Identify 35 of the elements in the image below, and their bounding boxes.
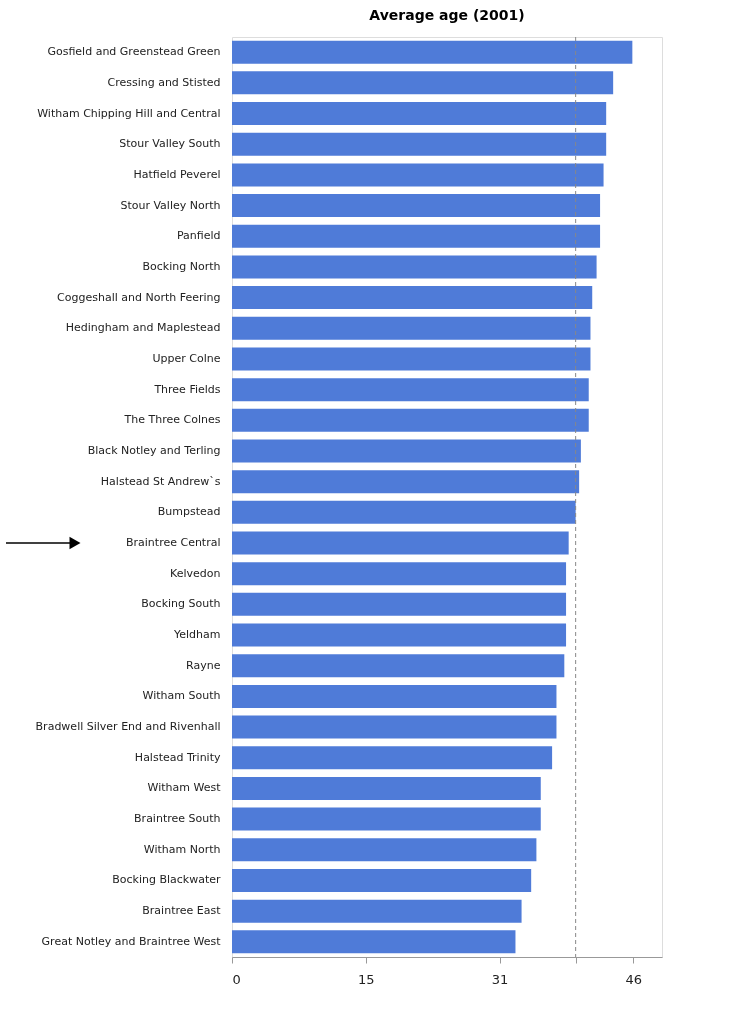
y-tick-label: Rayne [186,658,221,672]
y-tick-label: Braintree South [134,812,221,826]
y-tick-label: Hatfield Peverel [133,167,221,181]
y-tick-label: Stour Valley South [119,137,221,151]
y-tick-label: Braintree Central [125,536,221,550]
x-tick-label: 46 [625,971,642,987]
y-tick-label: Witham West [147,781,222,795]
x-tick-label: 15 [357,971,375,987]
y-tick-label: Upper Colne [152,351,221,365]
y-tick-label: Black Notley and Terling [87,443,221,457]
x-tick-label: 0 [232,971,241,987]
y-tick-label: Great Notley and Braintree West [41,934,222,948]
y-tick-label: Braintree East [142,904,222,918]
y-tick-label: Witham South [142,689,221,703]
y-tick-label: Witham North [143,842,221,856]
y-tick-label: Yeldham [173,628,221,642]
y-tick-label: Hedingham and Maplestead [65,321,221,335]
y-tick-label: Cressing and Stisted [107,75,221,89]
y-tick-label: Three Fields [153,382,221,396]
y-tick-label: Panfield [176,229,221,243]
y-tick-label: Stour Valley North [120,198,221,212]
y-tick-label: Witham Chipping Hill and Central [37,106,221,120]
y-tick-label: Bocking South [141,597,221,611]
x-tick-label: 31 [491,971,509,987]
y-tick-label: Bocking Blackwater [112,873,221,887]
y-tick-label: Coggeshall and North Feering [57,290,221,304]
y-tick-label: Halstead St Andrew`s [100,474,221,488]
y-tick-label: Kelvedon [170,566,221,580]
y-tick-label: Bradwell Silver End and Rivenhall [35,720,221,734]
y-tick-label: Halstead Trinity [134,750,221,764]
y-tick-label: The Three Colnes [123,413,221,427]
y-tick-label: Bumpstead [157,505,221,519]
chart-title: Average age (2001) [369,6,525,23]
y-tick-label: Bocking North [142,259,221,273]
y-tick-label: Gosfield and Greenstead Green [47,45,221,59]
